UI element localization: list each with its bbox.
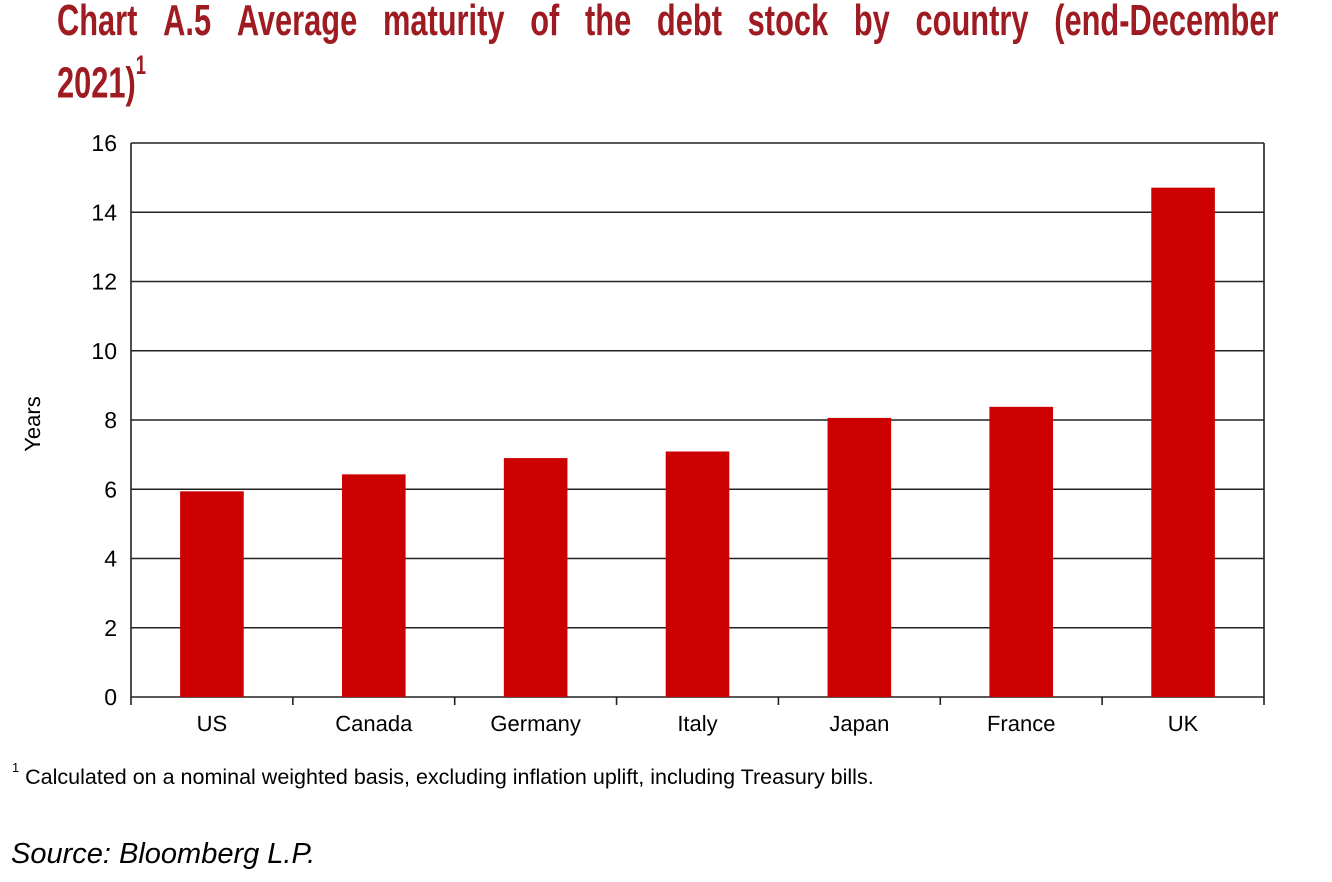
svg-text:Canada: Canada [335,711,413,736]
svg-text:US: US [197,711,228,736]
svg-text:France: France [987,711,1055,736]
svg-text:Italy: Italy [677,711,717,736]
svg-text:Germany: Germany [490,711,580,736]
svg-text:Years: Years [20,396,45,451]
svg-text:14: 14 [91,199,117,225]
svg-text:16: 16 [91,130,117,156]
svg-text:Japan: Japan [829,711,889,736]
svg-text:2: 2 [104,615,117,641]
svg-text:0: 0 [104,684,117,710]
svg-text:6: 6 [104,476,117,502]
svg-text:12: 12 [91,269,117,295]
svg-text:4: 4 [104,546,117,572]
svg-text:8: 8 [104,407,117,433]
svg-text:UK: UK [1168,711,1199,736]
svg-text:10: 10 [91,338,117,364]
